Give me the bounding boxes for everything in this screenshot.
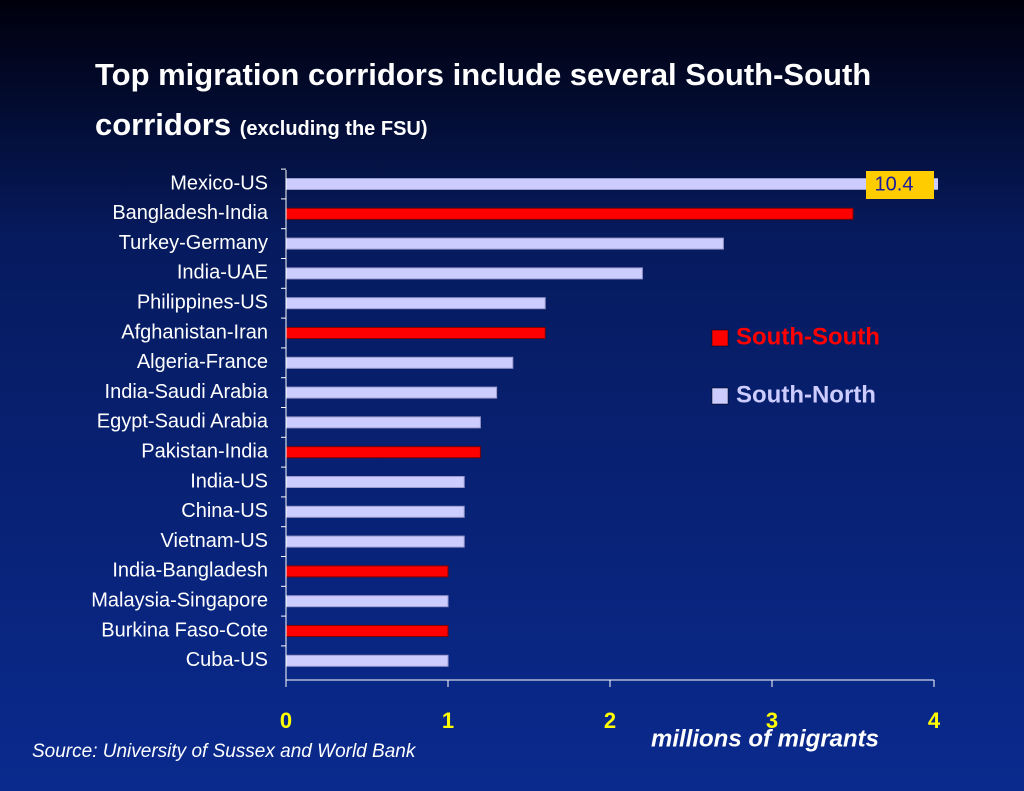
x-axis-label: millions of migrants xyxy=(651,725,879,752)
x-tick-label: 2 xyxy=(604,708,616,733)
x-tick-label: 4 xyxy=(928,708,941,733)
bar xyxy=(285,535,465,548)
value-label: 10.4 xyxy=(875,173,914,195)
chart-title: Top migration corridors include several … xyxy=(95,57,872,142)
y-tick-label: Algeria-France xyxy=(137,351,268,373)
y-tick-label: Philippines-US xyxy=(137,291,268,313)
bar xyxy=(285,505,465,518)
y-tick-label: Afghanistan-Iran xyxy=(121,321,268,343)
y-tick-label: India-Saudi Arabia xyxy=(105,381,269,403)
y-tick-label: India-Bangladesh xyxy=(112,560,268,582)
y-tick-label: Turkey-Germany xyxy=(119,232,268,254)
legend-swatch xyxy=(711,329,729,347)
bar xyxy=(285,297,546,310)
bar xyxy=(285,476,465,488)
y-tick-label: Bangladesh-India xyxy=(112,202,269,224)
y-tick-label: Malaysia-Singapore xyxy=(91,589,268,611)
x-tick-label: 1 xyxy=(442,708,454,733)
bar xyxy=(285,327,546,339)
y-tick-label: Cuba-US xyxy=(186,649,268,671)
legend-swatch xyxy=(711,387,729,405)
chart-subtitle: (excluding the FSU) xyxy=(239,118,428,140)
y-tick-label: China-US xyxy=(181,500,268,522)
y-tick-label: Mexico-US xyxy=(170,172,268,194)
bar xyxy=(285,237,724,250)
bar xyxy=(285,267,643,280)
bar xyxy=(285,207,854,220)
bar xyxy=(285,565,449,578)
bar xyxy=(285,595,449,608)
x-tick-label: 3 xyxy=(766,708,778,733)
y-tick-label: Egypt-Saudi Arabia xyxy=(97,411,269,433)
y-tick-label: India-UAE xyxy=(177,262,268,284)
bar xyxy=(285,386,498,399)
legend-label: South-South xyxy=(736,323,880,350)
bar xyxy=(285,625,449,637)
value-label-box xyxy=(866,171,934,199)
x-tick-label: 0 xyxy=(280,708,292,733)
y-tick-label: Burkina Faso-Cote xyxy=(101,619,268,641)
bars xyxy=(285,178,938,667)
bar xyxy=(285,356,514,369)
y-tick-label: Vietnam-US xyxy=(161,530,268,552)
source-note: Source: University of Sussex and World B… xyxy=(32,741,417,762)
bar xyxy=(285,446,481,459)
bar xyxy=(285,416,481,429)
chart-title-block: Top migration corridors include several … xyxy=(95,50,925,154)
legend-label: South-North xyxy=(736,381,876,408)
bar xyxy=(285,654,449,667)
y-tick-label: Pakistan-India xyxy=(141,440,269,462)
y-tick-label: India-US xyxy=(190,470,268,492)
